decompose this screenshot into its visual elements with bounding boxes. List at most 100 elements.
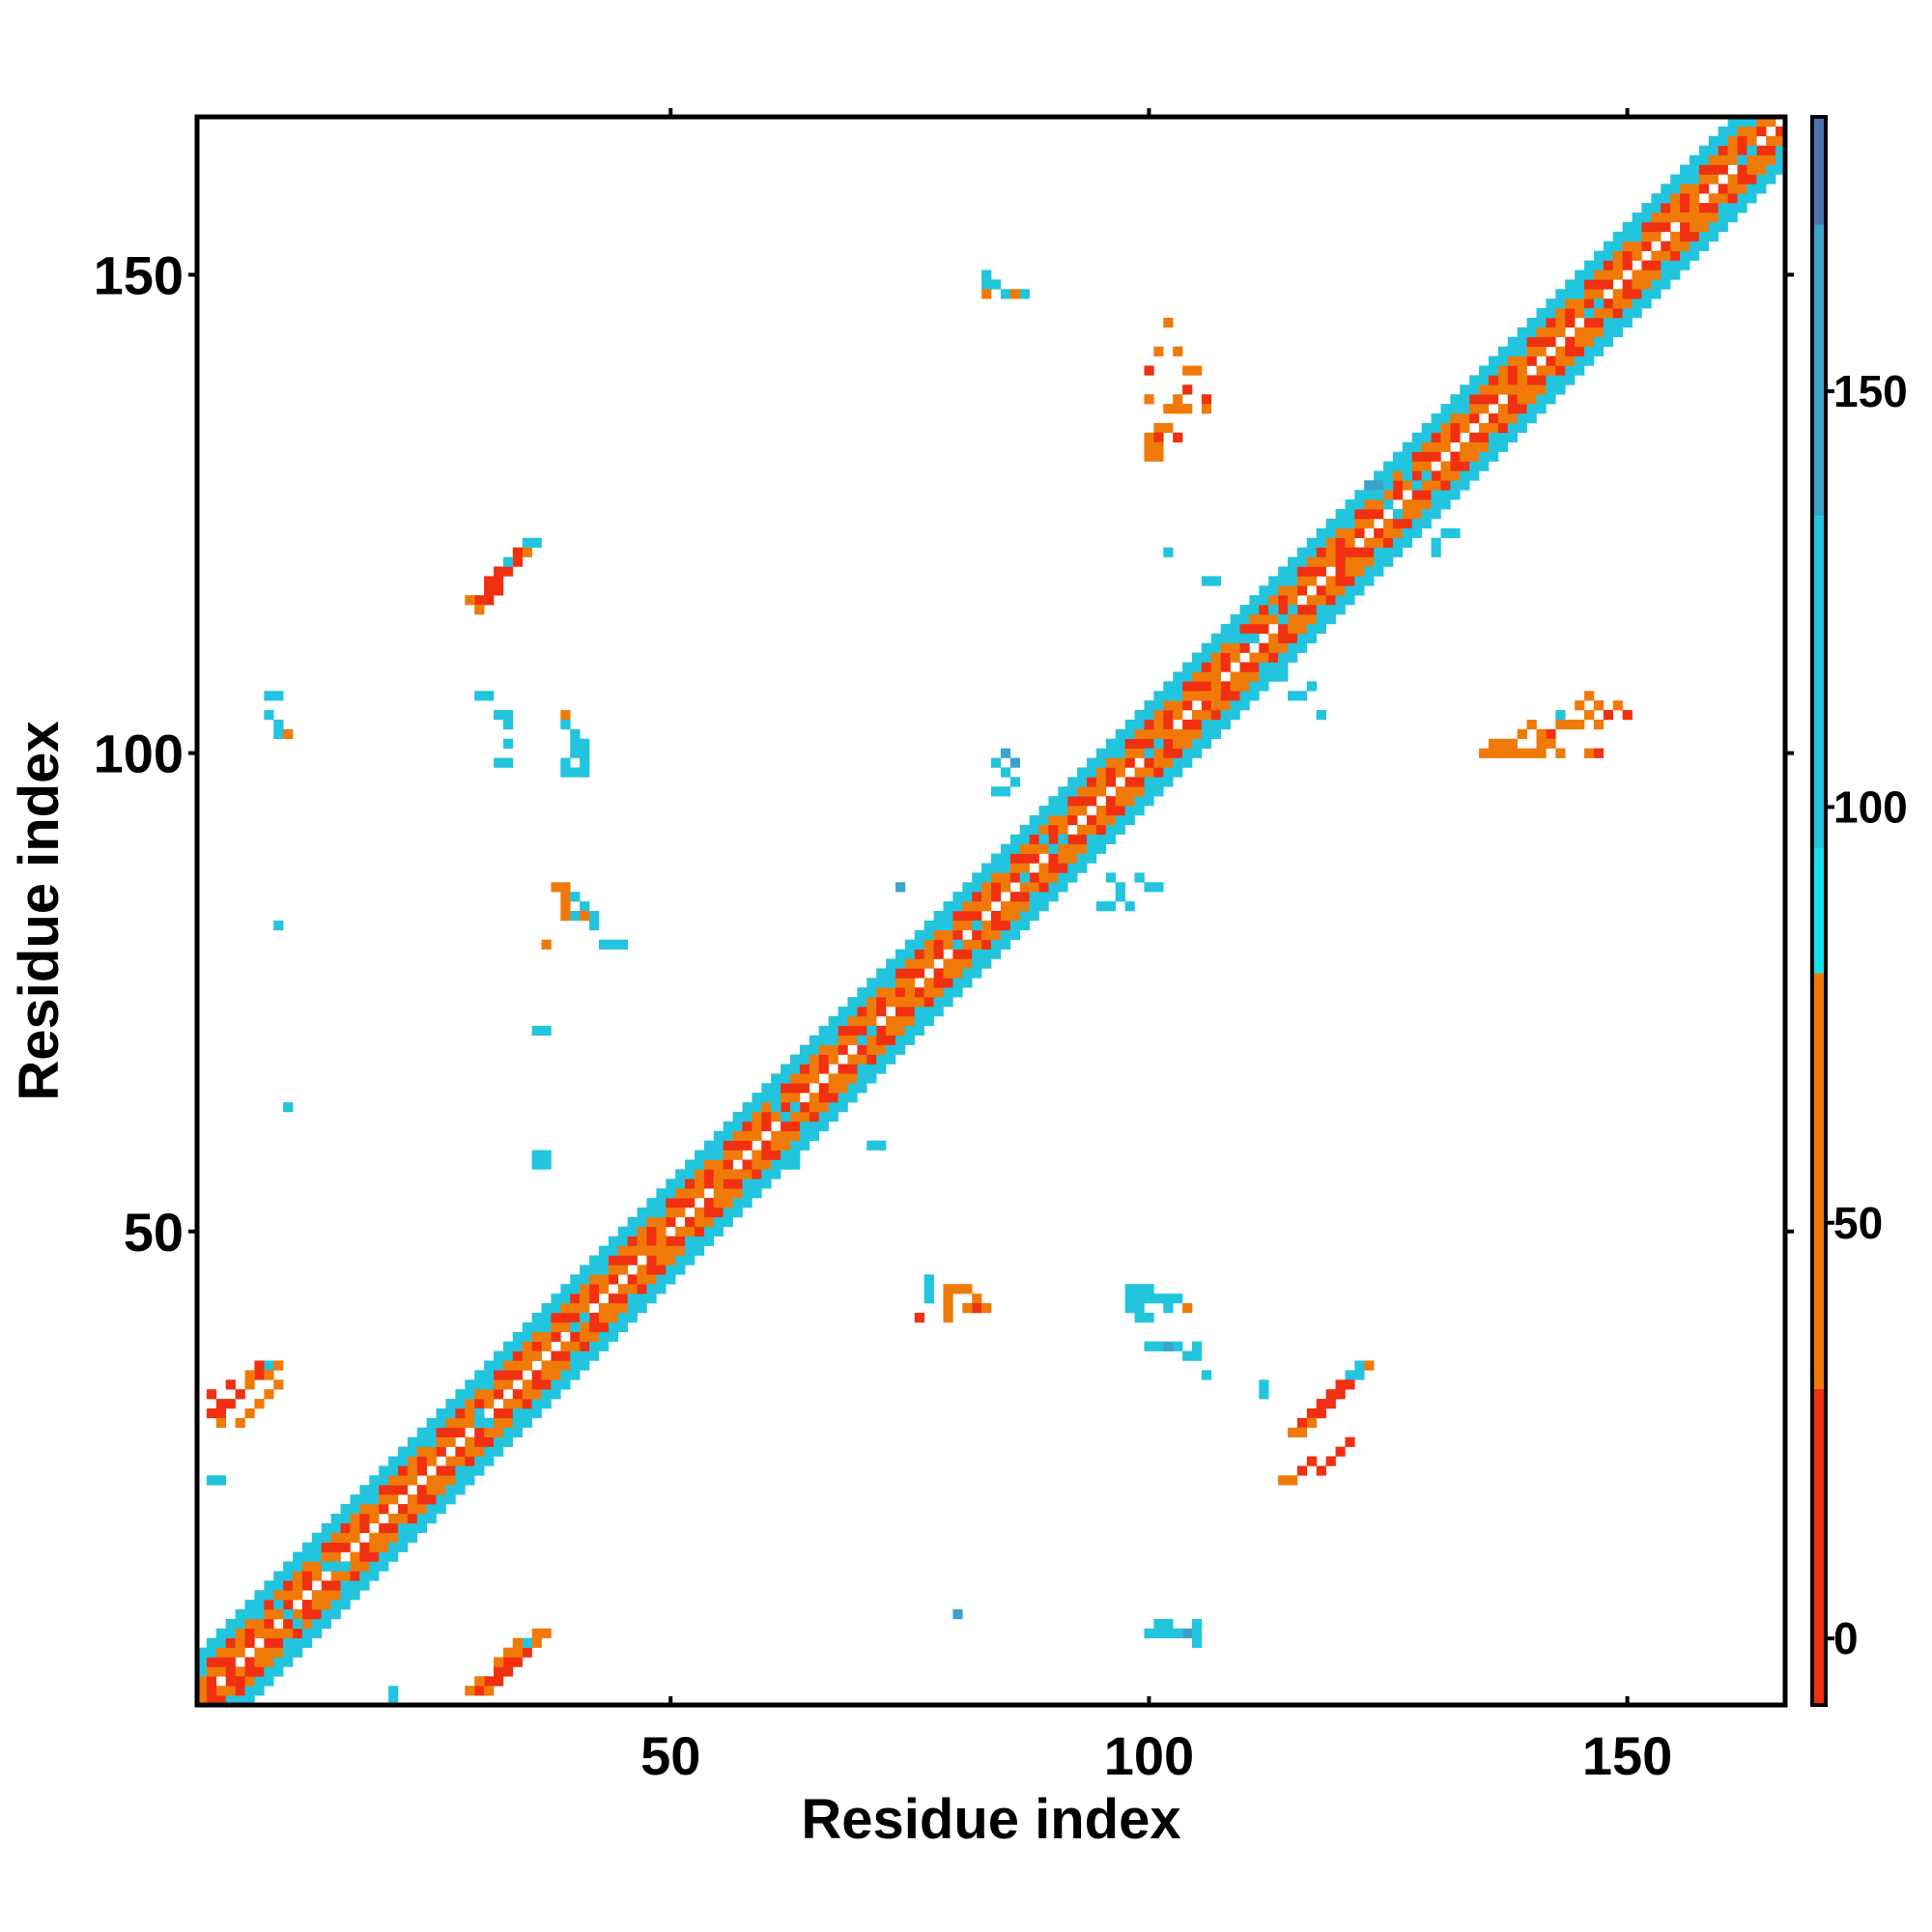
diagonal-cell [1364, 490, 1375, 500]
contact-cell [991, 279, 1002, 290]
diagonal-cell [972, 929, 982, 941]
contact-cell [235, 1676, 245, 1687]
diagonal-cell [1163, 681, 1174, 692]
contact-cell [1153, 451, 1164, 462]
diagonal-cell [379, 1532, 389, 1543]
diagonal-cell [1727, 117, 1738, 128]
diagonal-cell [1727, 193, 1738, 204]
diagonal-cell [512, 1407, 524, 1419]
contact-cell [1517, 375, 1527, 385]
diagonal-cell [876, 978, 887, 988]
diagonal-cell [1288, 595, 1298, 606]
diagonal-cell [1029, 834, 1039, 844]
diagonal-cell [551, 1321, 561, 1333]
diagonal-cell [666, 1208, 676, 1218]
diagonal-cell [1144, 796, 1154, 807]
contact-cell [1354, 1370, 1365, 1380]
diagonal-cell [1612, 241, 1623, 251]
diagonal-cell [206, 1666, 217, 1677]
diagonal-cell [1450, 451, 1461, 462]
contact-cell [244, 1370, 255, 1380]
diagonal-cell [1354, 509, 1365, 520]
diagonal-cell [933, 920, 944, 931]
diagonal-cell [838, 1064, 848, 1074]
diagonal-cell [1335, 537, 1346, 548]
diagonal-cell [1354, 499, 1365, 510]
diagonal-cell [1411, 432, 1422, 443]
diagonal-cell [1095, 814, 1107, 826]
contact-cell [1058, 834, 1068, 844]
diagonal-cell [886, 1044, 896, 1055]
diagonal-cell [301, 1600, 313, 1610]
diagonal-cell [416, 1522, 427, 1534]
diagonal-cell [1182, 662, 1193, 672]
diagonal-cell [1105, 777, 1117, 787]
contact-cell [1345, 1379, 1355, 1390]
diagonal-cell [598, 1245, 610, 1256]
diagonal-cell [1268, 595, 1279, 606]
diagonal-cell [1038, 872, 1049, 883]
diagonal-cell [1555, 365, 1566, 376]
diagonal-cell [1038, 882, 1049, 893]
diagonal-cell [1431, 480, 1441, 491]
diagonal-cell [656, 1208, 667, 1218]
diagonal-cell [1402, 480, 1413, 491]
diagonal-cell [857, 1073, 867, 1084]
diagonal-cell [1546, 308, 1556, 319]
diagonal-cell [857, 1064, 867, 1074]
diagonal-cell [1603, 308, 1614, 319]
diagonal-cell [1689, 250, 1700, 261]
diagonal-cell [838, 1102, 848, 1113]
diagonal-cell [1536, 346, 1547, 356]
diagonal-cell [426, 1494, 437, 1505]
contact-cell [1593, 700, 1605, 711]
diagonal-cell [1469, 384, 1480, 395]
diagonal-cell [388, 1456, 399, 1466]
diagonal-cell [1058, 863, 1068, 873]
diagonal-cell [1411, 441, 1422, 452]
diagonal-cell [627, 1312, 638, 1323]
diagonal-cell [1776, 164, 1786, 175]
diagonal-cell [340, 1580, 351, 1591]
diagonal-cell [637, 1208, 647, 1218]
diagonal-cell [943, 978, 953, 988]
diagonal-cell [512, 1350, 524, 1361]
contact-cell [1163, 728, 1174, 740]
diagonal-cell [1038, 843, 1049, 854]
contact-cell [522, 1647, 532, 1658]
diagonal-cell [1345, 595, 1355, 606]
contact-cell [1345, 1436, 1355, 1447]
diagonal-cell [311, 1561, 323, 1572]
diagonal-cell [484, 1389, 495, 1400]
diagonal-cell [904, 968, 916, 979]
diagonal-cell [1354, 585, 1365, 596]
diagonal-cell [694, 1159, 705, 1170]
diagonal-cell [416, 1446, 427, 1457]
diagonal-cell [703, 1140, 715, 1151]
diagonal-cell [1632, 241, 1642, 251]
diagonal-cell [1354, 576, 1365, 586]
diagonal-cell [330, 1580, 341, 1591]
diagonal-cell [1536, 336, 1547, 347]
contact-cell [1210, 681, 1221, 692]
diagonal-cell [962, 882, 973, 893]
diagonal-cell [1718, 164, 1728, 175]
diagonal-cell [1698, 241, 1710, 251]
contact-cell [206, 1475, 217, 1486]
diagonal-cell [608, 1255, 619, 1265]
diagonal-cell [1048, 834, 1059, 844]
diagonal-cell [254, 1590, 265, 1601]
contact-cell [1507, 384, 1518, 395]
diagonal-cell [1134, 777, 1145, 787]
diagonal-cell [1268, 652, 1279, 663]
diagonal-cell [1153, 700, 1164, 711]
diagonal-cell [713, 1208, 724, 1218]
diagonal-cell [1210, 633, 1221, 643]
diagonal-cell [1077, 796, 1088, 807]
contact-cell [273, 728, 284, 740]
diagonal-cell [1087, 777, 1097, 787]
diagonal-cell [1105, 824, 1117, 836]
diagonal-cell [1105, 748, 1117, 758]
diagonal-cell [1144, 728, 1154, 740]
diagonal-cell [1479, 394, 1490, 405]
